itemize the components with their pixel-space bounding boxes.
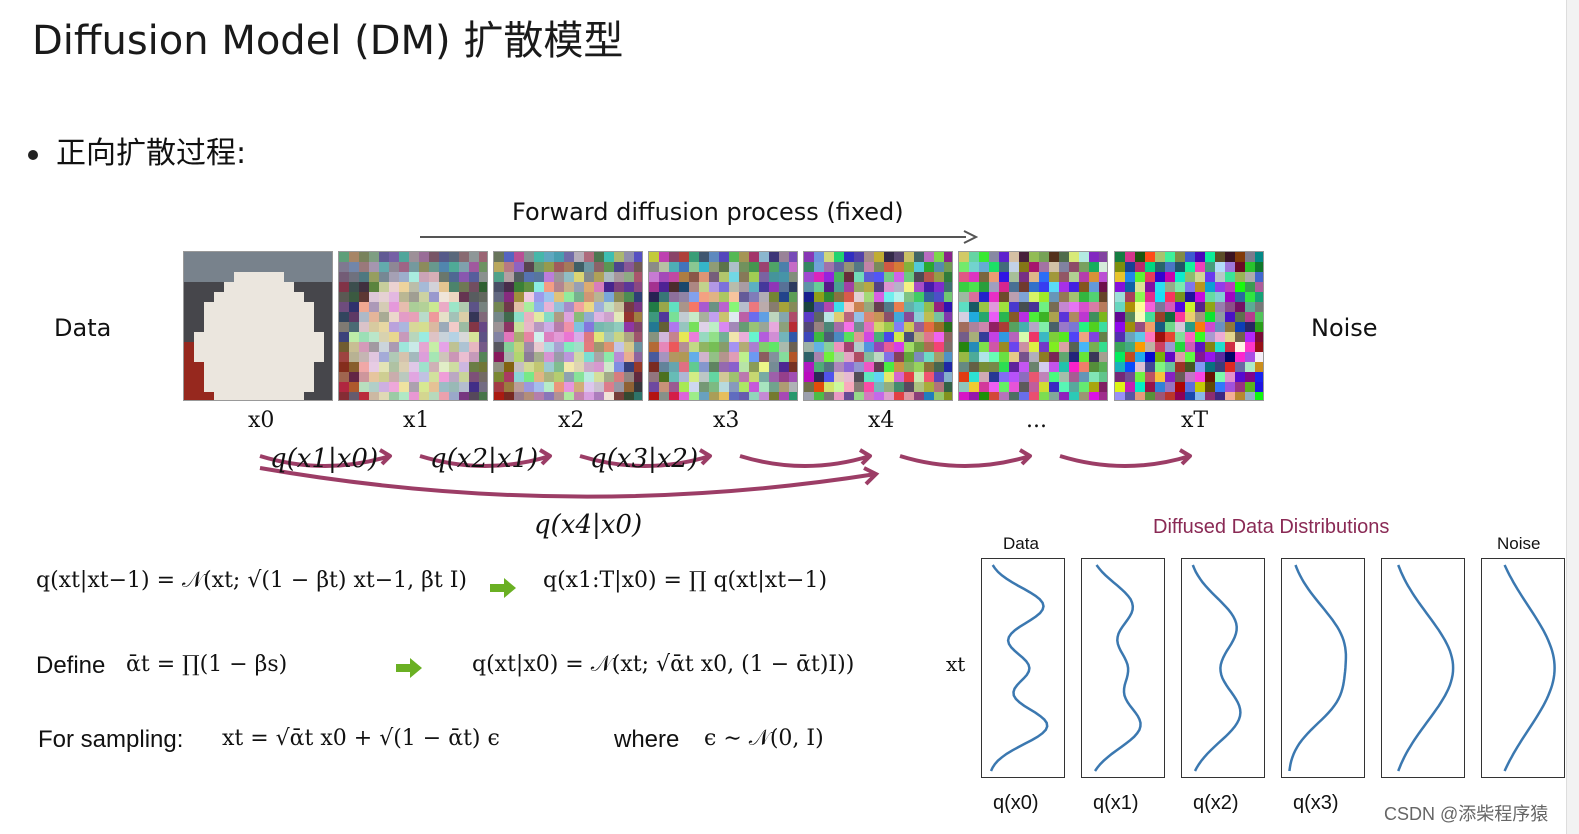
define-label: Define	[36, 652, 106, 679]
noisy-image-1	[338, 251, 488, 401]
bullet-dot-icon	[28, 149, 38, 160]
distribution-curve-3	[1288, 564, 1348, 772]
noisy-image-0	[183, 251, 333, 401]
implies-arrow-icon	[490, 578, 516, 598]
distributions-title: Diffused Data Distributions	[1153, 516, 1390, 538]
transition-label-3: q(x3|x2)	[590, 444, 699, 474]
transition-arrow-4	[899, 454, 1031, 468]
distribution-label-3: q(x3)	[1293, 792, 1339, 814]
distribution-label-2: q(x2)	[1193, 792, 1239, 814]
distribution-box-0	[981, 558, 1065, 778]
transition-arrow-0	[259, 454, 391, 468]
equation-forward-step: q(xt|xt−1) = 𝒩(xt; √(1 − βt) xt−1, βt I)	[36, 568, 467, 593]
image-label-4: x4	[868, 408, 895, 433]
distribution-curve-0	[989, 564, 1049, 772]
noisy-image-4	[803, 251, 953, 401]
distribution-curve-4	[1397, 564, 1455, 772]
skip-transition-label: q(x4|x0)	[534, 510, 643, 540]
image-label-6: xT	[1181, 408, 1209, 433]
distribution-label-1: q(x1)	[1093, 792, 1139, 814]
image-label-5: ...	[1026, 408, 1047, 433]
distribution-box-4	[1381, 558, 1465, 778]
noise-side-label: Noise	[1311, 314, 1378, 342]
watermark: CSDN @添柴程序猿	[1384, 804, 1549, 824]
image-label-3: x3	[713, 408, 740, 433]
transition-arrow-5	[1059, 454, 1191, 468]
equation-joint: q(x1:T|x0) = ∏ q(xt|xt−1)	[543, 568, 828, 593]
scrollbar[interactable]	[1566, 0, 1579, 834]
image-label-0: x0	[248, 408, 275, 433]
page-title: Diffusion Model (DM) 扩散模型	[32, 18, 624, 64]
distribution-box-3	[1281, 558, 1365, 778]
distribution-box-5	[1481, 558, 1565, 778]
dist-noise-label: Noise	[1497, 534, 1541, 553]
bullet-text: 正向扩散过程:	[56, 136, 247, 171]
equation-noise-dist: ϵ ∼ 𝒩(0, I)	[704, 726, 824, 751]
transition-arrow-1	[419, 454, 551, 468]
distribution-box-1	[1081, 558, 1165, 778]
skip-arrow	[259, 466, 877, 499]
forward-process-label: Forward diffusion process (fixed)	[512, 198, 904, 226]
distribution-box-2	[1181, 558, 1265, 778]
distribution-curve-2	[1191, 564, 1242, 772]
transition-arrow-3	[739, 454, 871, 468]
implies-arrow-icon-2	[396, 658, 422, 678]
noisy-image-6	[1114, 251, 1264, 401]
where-label: where	[614, 726, 680, 753]
transition-label-2: q(x2|x1)	[430, 444, 539, 474]
transition-arrows	[259, 448, 1192, 499]
data-side-label: Data	[54, 314, 112, 342]
equation-sampling: xt = √ᾱt x0 + √(1 − ᾱt) ϵ	[222, 726, 500, 751]
transition-label-1: q(x1|x0)	[270, 444, 379, 474]
bullet-forward-diffusion: 正向扩散过程:	[28, 128, 246, 172]
image-label-1: x1	[403, 408, 430, 433]
xt-side-label: xt	[946, 652, 966, 676]
distribution-curve-5	[1503, 564, 1556, 772]
image-label-2: x2	[558, 408, 585, 433]
noisy-image-5	[958, 251, 1108, 401]
transition-arrow-2	[579, 454, 711, 468]
equation-marginal: q(xt|x0) = 𝒩(xt; √ᾱt x0, (1 − ᾱt)I))	[472, 652, 855, 677]
sampling-label: For sampling:	[38, 726, 184, 753]
distribution-curve-1	[1093, 564, 1142, 772]
noisy-image-2	[493, 251, 643, 401]
distribution-label-0: q(x0)	[993, 792, 1039, 814]
equation-alpha-bar: ᾱt = ∏(1 − βs)	[126, 652, 288, 677]
forward-arrow-icon	[420, 230, 978, 244]
dist-data-label: Data	[1003, 534, 1039, 553]
noisy-image-3	[648, 251, 798, 401]
